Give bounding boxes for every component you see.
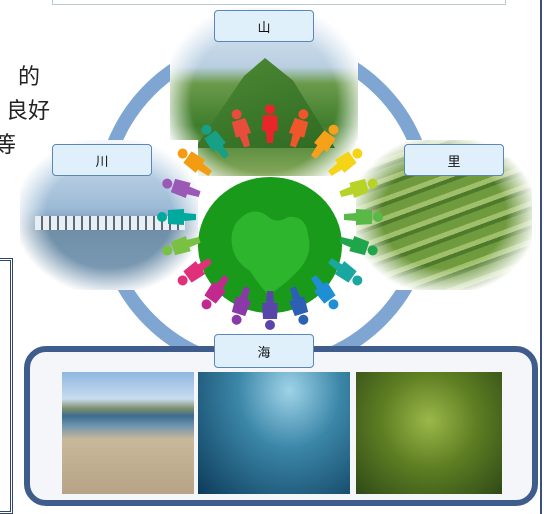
cropped-text-line-2: 良好: [6, 99, 51, 124]
river-label: 川: [52, 144, 152, 176]
cropped-text-line-1: 的: [18, 65, 41, 90]
mountain-label: 山: [214, 10, 314, 42]
person-figure-icon: [328, 148, 363, 176]
beach-photo: [62, 372, 194, 494]
village-label: 里: [404, 144, 504, 176]
person-figure-icon: [339, 178, 378, 199]
person-figure-icon: [328, 258, 363, 286]
person-figure-icon: [344, 209, 383, 225]
people-ring-icon: [157, 105, 383, 330]
person-figure-icon: [288, 286, 309, 325]
top-frame: [52, 0, 506, 5]
person-figure-icon: [162, 178, 201, 199]
person-figure-icon: [201, 275, 229, 310]
left-frame-box: [0, 258, 13, 514]
person-figure-icon: [288, 109, 309, 148]
kelp-forest-photo: [356, 372, 502, 494]
person-figure-icon: [201, 124, 229, 159]
person-figure-icon: [231, 109, 252, 148]
person-figure-icon: [262, 105, 278, 143]
person-figure-icon: [177, 258, 212, 286]
person-figure-icon: [162, 235, 201, 256]
earth-globe-icon: [198, 177, 342, 313]
person-figure-icon: [311, 124, 339, 159]
fish-school-photo: [198, 372, 350, 494]
sea-label: 海: [214, 334, 314, 368]
person-figure-icon: [262, 291, 278, 330]
cropped-text-line-3: 等: [0, 133, 17, 158]
person-figure-icon: [157, 209, 196, 225]
person-figure-icon: [339, 235, 378, 256]
person-figure-icon: [177, 148, 212, 176]
person-figure-icon: [231, 286, 252, 325]
person-figure-icon: [311, 275, 339, 310]
right-frame-border: [540, 0, 542, 514]
